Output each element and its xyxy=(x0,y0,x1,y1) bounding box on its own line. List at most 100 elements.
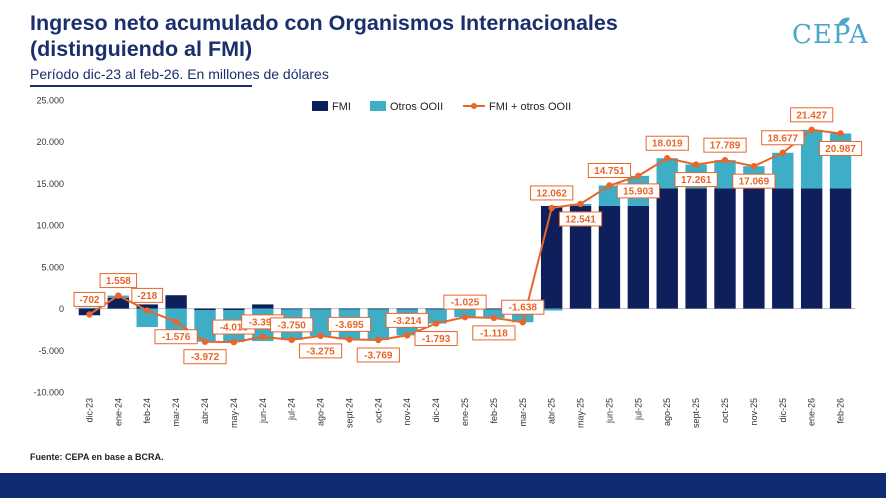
data-label-box xyxy=(587,163,632,179)
y-tick-label: 5.000 xyxy=(41,262,64,272)
source-note: Fuente: CEPA en base a BCRA. xyxy=(30,452,164,462)
line-point xyxy=(606,182,613,189)
stacked-bar-line-chart: 25.000 20.000 15.000 10.000 5.000 0 -5.000 -10.… xyxy=(33,96,863,428)
x-tick-label: jun-25 xyxy=(604,398,614,424)
legend-swatch-point xyxy=(471,103,477,109)
subtitle-underline xyxy=(30,85,252,87)
data-label-box xyxy=(761,130,805,146)
data-label-box xyxy=(99,273,138,289)
line-point xyxy=(635,172,642,180)
data-label-box xyxy=(385,312,429,328)
x-tick-label: ene-26 xyxy=(807,398,817,426)
data-label: 20.987 xyxy=(825,144,856,155)
data-label-box xyxy=(472,325,516,341)
bar-fmi xyxy=(165,295,187,309)
bar-fmi xyxy=(569,205,592,309)
bar-fmi xyxy=(194,308,216,311)
x-tick-label: ago-25 xyxy=(662,398,672,426)
legend-label-otros: Otros OOII xyxy=(390,101,443,113)
bar-otros-ooii xyxy=(540,308,563,311)
bar-fmi xyxy=(685,188,707,309)
x-tick-label: dic-25 xyxy=(778,398,788,423)
data-label: -1.793 xyxy=(422,334,451,345)
bar-fmi xyxy=(743,188,765,309)
data-label-box xyxy=(327,316,372,332)
bar-fmi xyxy=(829,188,852,309)
data-label-box xyxy=(530,185,574,201)
data-label-box xyxy=(414,331,458,347)
data-label: -3.214 xyxy=(393,316,422,327)
bar-otros-ooii xyxy=(512,310,534,323)
data-label-box xyxy=(183,349,227,365)
x-tick-label: may-25 xyxy=(576,398,586,428)
data-label-box xyxy=(790,107,834,123)
line-point xyxy=(664,155,671,162)
bar-otros-ooii xyxy=(454,309,476,318)
bar-otros-ooii xyxy=(656,158,678,189)
chart-subtitle: Período dic-23 al feb-26. En millones de… xyxy=(30,66,329,82)
legend-swatch-otros xyxy=(370,101,386,111)
data-label-box xyxy=(558,211,603,227)
data-label: 17.789 xyxy=(710,141,741,152)
line-point xyxy=(346,336,353,343)
bar-fmi xyxy=(800,188,823,309)
x-tick-label: may-24 xyxy=(229,398,239,428)
line-point xyxy=(230,338,238,346)
data-label: -3.695 xyxy=(335,320,364,331)
bar-otros-ooii xyxy=(800,129,823,189)
bar-fmi xyxy=(338,308,361,310)
y-tick-label: 0 xyxy=(59,304,64,314)
x-tick-label: ago-24 xyxy=(316,398,326,426)
data-label-box xyxy=(298,343,343,359)
line-point xyxy=(115,292,122,299)
bar-otros-ooii xyxy=(78,307,101,309)
bar-otros-ooii xyxy=(425,309,447,324)
data-label: 17.261 xyxy=(681,175,712,186)
bar-fmi xyxy=(772,188,794,309)
leaf-icon xyxy=(838,17,850,26)
x-tick-label: oct-24 xyxy=(373,398,383,423)
x-tick-label: nov-25 xyxy=(749,398,759,426)
data-label: 21.427 xyxy=(796,110,827,121)
bar-otros-ooii xyxy=(772,152,794,189)
x-tick-label: jul-24 xyxy=(287,398,297,421)
line-point xyxy=(172,318,180,325)
bar-otros-ooii xyxy=(483,309,505,318)
y-tick-label: -5.000 xyxy=(38,346,64,356)
bar-fmi xyxy=(107,297,130,309)
line-point xyxy=(461,313,469,321)
data-label-box xyxy=(501,299,545,315)
data-label-box xyxy=(270,317,314,333)
line-point xyxy=(548,204,555,212)
data-label: -3.275 xyxy=(306,346,335,357)
x-tick-label: dic-24 xyxy=(431,398,441,423)
data-label: -3.750 xyxy=(277,320,306,331)
line-point xyxy=(750,162,758,170)
line-point xyxy=(490,314,498,322)
data-label-box xyxy=(154,329,198,345)
y-tick-label: 15.000 xyxy=(36,179,64,189)
bar-fmi xyxy=(223,308,245,311)
data-label-box xyxy=(645,135,689,151)
line-point xyxy=(721,156,729,164)
bar-fmi xyxy=(280,308,303,310)
bar-fmi xyxy=(367,308,390,310)
line-point xyxy=(201,338,209,345)
data-label-box xyxy=(616,183,660,199)
y-tick-label: -10.000 xyxy=(33,388,64,398)
legend-label-fmi: FMI xyxy=(332,101,351,113)
data-label: -702 xyxy=(79,295,99,306)
bar-otros-ooii xyxy=(194,310,216,342)
line-point xyxy=(577,200,584,208)
data-label: 12.541 xyxy=(565,214,596,225)
bar-fmi xyxy=(425,308,447,310)
data-label: 15.903 xyxy=(623,186,654,197)
line-point xyxy=(519,319,526,326)
x-tick-label: feb-25 xyxy=(489,398,499,424)
x-tick-label: dic-23 xyxy=(84,398,94,423)
data-label: 12.062 xyxy=(536,188,567,199)
data-label: 18.019 xyxy=(652,139,683,150)
line-point xyxy=(779,149,786,156)
line-point xyxy=(86,311,93,318)
data-label: -3.972 xyxy=(191,352,220,363)
